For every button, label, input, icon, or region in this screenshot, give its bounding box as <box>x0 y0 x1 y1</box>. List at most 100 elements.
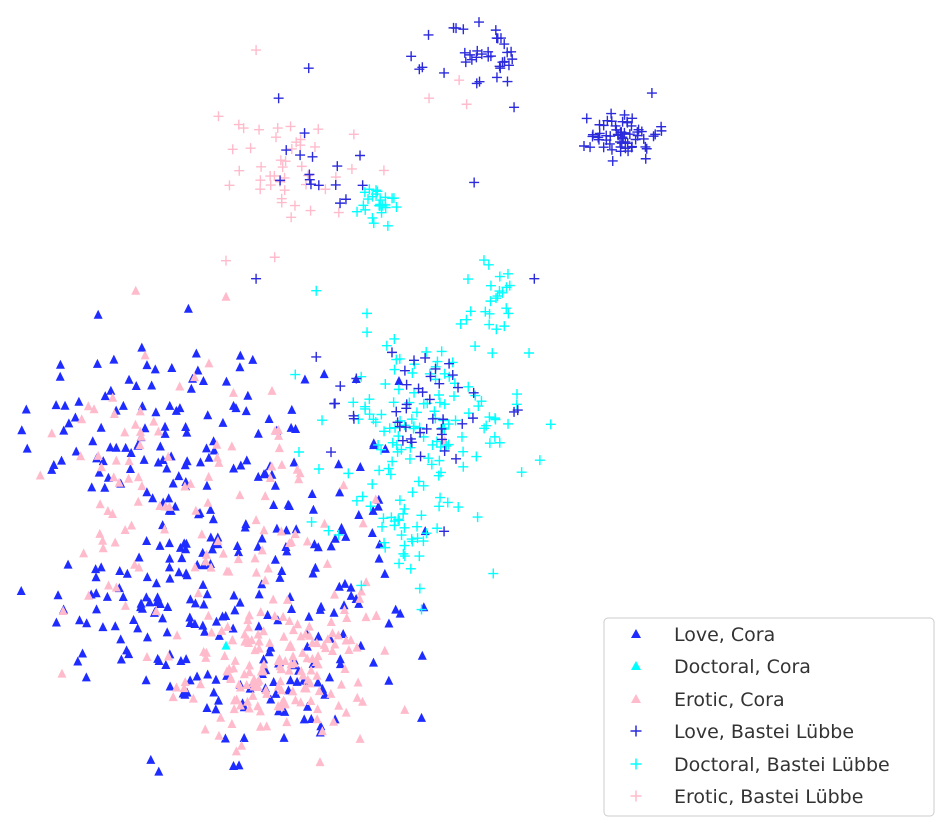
plus-point-love-bastei-l-bbe <box>332 161 343 172</box>
plus-point-love-bastei-l-bbe <box>624 129 635 140</box>
triangle-point-erotic-cora <box>232 694 242 704</box>
plus-point-love-bastei-l-bbe <box>340 194 351 205</box>
triangle-point-love-cora <box>236 460 246 470</box>
triangle-point-love-cora <box>235 350 245 360</box>
triangle-point-love-cora <box>205 504 215 514</box>
triangle-point-erotic-cora <box>255 706 265 716</box>
triangle-point-love-cora <box>183 303 193 313</box>
triangle-point-erotic-cora <box>196 679 206 689</box>
triangle-point-erotic-cora <box>163 451 173 461</box>
plus-point-doctoral-bastei-l-bbe <box>433 470 444 481</box>
triangle-point-erotic-cora <box>226 672 236 682</box>
triangle-point-love-cora <box>150 364 160 374</box>
plus-point-doctoral-bastei-l-bbe <box>429 406 440 417</box>
legend-frame <box>603 617 935 817</box>
triangle-point-love-cora <box>241 406 251 416</box>
triangle-point-love-cora <box>102 591 112 601</box>
triangle-point-love-cora <box>339 600 349 610</box>
legend-label: Erotic, Bastei Lübbe <box>674 786 863 808</box>
triangle-point-love-cora <box>263 610 273 620</box>
triangle-point-erotic-cora <box>95 528 105 538</box>
plus-point-erotic-bastei-l-bbe <box>286 143 297 154</box>
triangle-point-erotic-cora <box>251 515 261 525</box>
triangle-point-love-cora <box>60 400 70 410</box>
triangle-point-erotic-cora <box>313 651 323 661</box>
plus-point-doctoral-bastei-l-bbe <box>545 419 556 430</box>
plus-point-doctoral-bastei-l-bbe <box>343 468 354 479</box>
plus-point-erotic-bastei-l-bbe <box>348 129 359 140</box>
triangle-point-love-cora <box>73 656 83 666</box>
plus-point-doctoral-bastei-l-bbe <box>485 296 496 307</box>
triangle-point-erotic-cora <box>288 686 298 696</box>
triangle-point-erotic-cora <box>267 385 277 395</box>
plus-point-love-bastei-l-bbe <box>471 78 482 89</box>
triangle-point-love-cora <box>164 493 174 503</box>
plus-point-love-bastei-l-bbe <box>444 358 455 369</box>
plus-point-love-bastei-l-bbe <box>304 169 315 180</box>
plus-point-love-bastei-l-bbe <box>618 133 629 144</box>
plus-point-love-bastei-l-bbe <box>473 17 484 28</box>
triangle-point-love-cora <box>203 410 213 420</box>
triangle-point-love-cora <box>214 630 224 640</box>
plus-point-doctoral-bastei-l-bbe <box>488 568 499 579</box>
triangle-point-erotic-cora <box>280 697 290 707</box>
plus-point-doctoral-bastei-l-bbe <box>484 319 495 330</box>
triangle-point-love-cora <box>334 581 344 591</box>
plus-point-love-bastei-l-bbe <box>439 526 450 537</box>
triangle-point-erotic-cora <box>284 665 294 675</box>
triangle-point-love-cora <box>354 509 364 519</box>
plus-point-doctoral-bastei-l-bbe <box>484 438 495 449</box>
plus-point-doctoral-bastei-l-bbe <box>491 324 502 335</box>
plus-point-doctoral-bastei-l-bbe <box>396 530 407 541</box>
legend-triangle-marker <box>631 694 641 703</box>
triangle-point-love-cora <box>181 477 191 487</box>
triangle-point-erotic-cora <box>282 717 292 727</box>
triangle-point-erotic-cora <box>253 701 263 711</box>
plus-point-erotic-bastei-l-bbe <box>256 161 267 172</box>
triangle-point-erotic-cora <box>197 529 207 539</box>
triangle-point-love-cora <box>100 482 110 492</box>
triangle-point-erotic-cora <box>95 499 105 509</box>
plus-point-doctoral-bastei-l-bbe <box>411 407 422 418</box>
triangle-point-erotic-cora <box>233 554 243 564</box>
triangle-point-love-cora <box>185 594 195 604</box>
triangle-point-erotic-cora <box>314 686 324 696</box>
plus-point-erotic-bastei-l-bbe <box>291 137 302 148</box>
plus-point-doctoral-bastei-l-bbe <box>434 455 445 466</box>
plus-point-doctoral-bastei-l-bbe <box>374 465 385 476</box>
triangle-point-love-cora <box>259 654 269 664</box>
triangle-point-erotic-cora <box>339 604 349 614</box>
triangle-point-love-cora <box>337 522 347 532</box>
triangle-point-erotic-cora <box>163 651 173 661</box>
triangle-point-love-cora <box>240 522 250 532</box>
triangle-point-erotic-cora <box>280 656 290 666</box>
triangle-point-erotic-cora <box>124 473 134 483</box>
triangle-point-erotic-cora <box>190 562 200 572</box>
triangle-point-love-cora <box>91 572 101 582</box>
plus-point-doctoral-bastei-l-bbe <box>368 414 379 425</box>
triangle-point-erotic-cora <box>93 450 103 460</box>
plus-point-erotic-bastei-l-bbe <box>320 184 331 195</box>
triangle-point-love-cora <box>155 540 165 550</box>
triangle-point-love-cora <box>319 369 329 379</box>
plus-point-doctoral-bastei-l-bbe <box>404 397 415 408</box>
triangle-point-love-cora <box>270 554 280 564</box>
plus-point-doctoral-bastei-l-bbe <box>409 387 420 398</box>
plus-point-love-bastei-l-bbe <box>430 363 441 374</box>
plus-point-doctoral-bastei-l-bbe <box>356 580 367 591</box>
triangle-point-love-cora <box>234 547 244 557</box>
plus-point-love-bastei-l-bbe <box>448 22 459 33</box>
triangle-point-love-cora <box>275 572 285 582</box>
triangle-point-erotic-cora <box>250 553 260 563</box>
plus-point-doctoral-bastei-l-bbe <box>434 501 445 512</box>
triangle-point-erotic-cora <box>276 526 286 536</box>
triangle-point-love-cora <box>380 568 390 578</box>
triangle-point-love-cora <box>375 539 385 549</box>
triangle-point-love-cora <box>313 631 323 641</box>
triangle-point-erotic-cora <box>313 659 323 669</box>
triangle-point-love-cora <box>309 539 319 549</box>
triangle-point-love-cora <box>253 471 263 481</box>
triangle-point-love-cora <box>129 614 139 624</box>
triangle-point-erotic-cora <box>220 650 230 660</box>
triangle-point-erotic-cora <box>228 635 238 645</box>
